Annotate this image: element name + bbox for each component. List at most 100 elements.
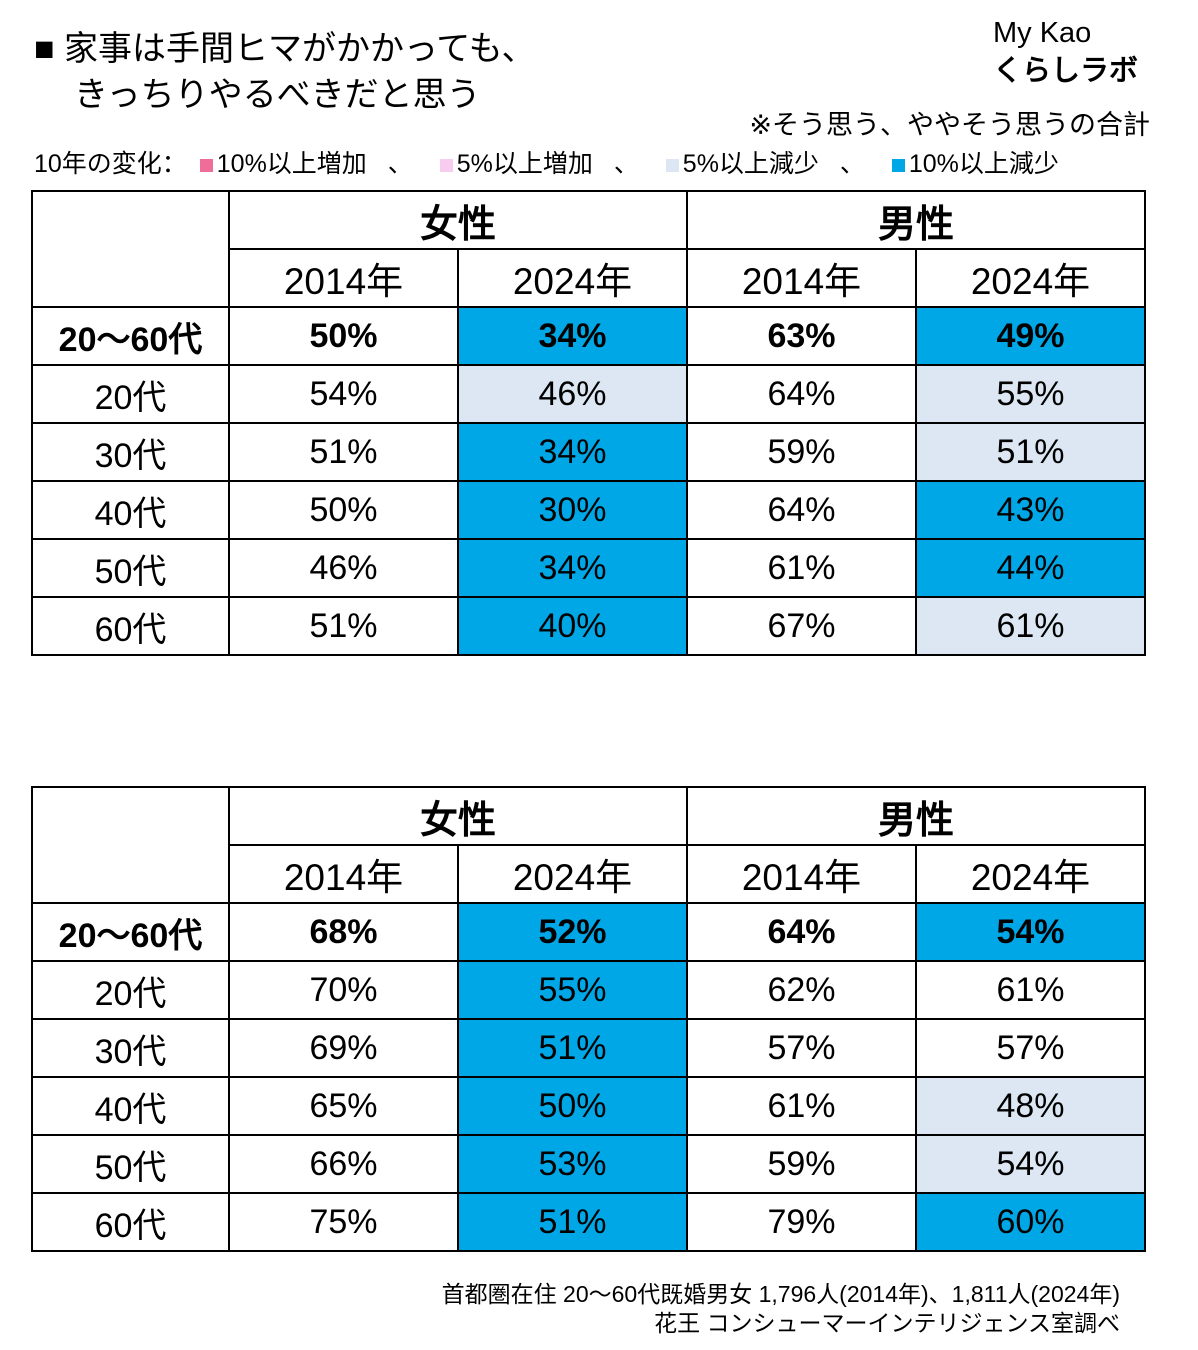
value-cell: 61% xyxy=(915,596,1147,656)
table-row: 40代 50% 30% 64% 43% xyxy=(31,480,1147,540)
value-cell: 51% xyxy=(456,1018,689,1078)
legend: 10年の変化： 10%以上増加 、 5%以上増加 、 5%以上減少 、 10%以… xyxy=(34,147,1174,181)
row-label: 20代 xyxy=(31,364,230,424)
value-cell: 55% xyxy=(915,364,1147,424)
group-header-female: 女性 xyxy=(227,190,689,250)
table-row: 60代 75% 51% 79% 60% xyxy=(31,1192,1147,1252)
value-cell: 64% xyxy=(686,364,918,424)
value-cell: 52% xyxy=(456,902,689,962)
year-header: 2014年 xyxy=(228,248,459,308)
legend-separator: 、 xyxy=(613,150,639,178)
value-cell: 50% xyxy=(456,1076,689,1136)
legend-item-increase-10: 10%以上増加 xyxy=(216,150,367,178)
row-label: 20～60代 xyxy=(31,306,230,366)
table-year-row: 2014年 2024年 2014年 2024年 xyxy=(32,844,1147,904)
value-cell: 59% xyxy=(686,1134,918,1194)
value-cell: 61% xyxy=(915,960,1147,1020)
table-row: 50代 46% 34% 61% 44% xyxy=(31,538,1147,598)
row-label: 40代 xyxy=(31,1076,230,1136)
row-label: 40代 xyxy=(31,480,230,540)
value-cell: 50% xyxy=(228,306,459,366)
value-cell: 70% xyxy=(228,960,459,1020)
value-cell: 51% xyxy=(228,422,459,482)
value-cell: 61% xyxy=(686,538,918,598)
logo-line-2: くらしラボ xyxy=(993,55,1139,87)
value-cell: 50% xyxy=(228,480,459,540)
year-header: 2024年 xyxy=(456,248,689,308)
value-cell: 49% xyxy=(915,306,1147,366)
value-cell: 54% xyxy=(915,902,1147,962)
row-label: 60代 xyxy=(31,1192,230,1252)
footer-line-1: 首都圏在住 20～60代既婚男女 1,796人(2014年)、1,811人(20… xyxy=(441,1281,1120,1307)
group-header-male: 男性 xyxy=(686,786,1147,846)
value-cell: 59% xyxy=(686,422,918,482)
page-title: ■ 家事は手間ヒマがかかっても、 きっちりやるべきだと思う xyxy=(34,26,536,118)
value-cell: 64% xyxy=(686,902,918,962)
value-cell: 51% xyxy=(456,1192,689,1252)
brand-logo: My Kao くらしラボ xyxy=(993,14,1153,90)
table-header-row: 女性 男性 xyxy=(31,786,1147,904)
value-cell: 40% xyxy=(456,596,689,656)
data-table-2: 女性 男性 2014年 2024年 2014年 2024年 20～60代 68% 5… xyxy=(31,786,1147,1252)
value-cell: 51% xyxy=(915,422,1147,482)
table-row: 20代 54% 46% 64% 55% xyxy=(31,364,1147,424)
year-header: 2024年 xyxy=(456,844,689,904)
row-label: 50代 xyxy=(31,538,230,598)
group-header-female: 女性 xyxy=(227,786,689,846)
value-cell: 68% xyxy=(228,902,459,962)
value-cell: 44% xyxy=(915,538,1147,598)
legend-swatch-decrease-10 xyxy=(891,158,905,172)
table-row: 40代 65% 50% 61% 48% xyxy=(31,1076,1147,1136)
row-label: 20代 xyxy=(31,960,230,1020)
data-table-1: 女性 男性 2014年 2024年 2014年 2024年 20～60代 50% 3… xyxy=(31,190,1147,656)
logo-line-1: My Kao xyxy=(993,17,1092,49)
year-header: 2024年 xyxy=(915,844,1147,904)
table-row: 60代 51% 40% 67% 61% xyxy=(31,596,1147,656)
row-label: 30代 xyxy=(31,422,230,482)
legend-swatch-increase-10 xyxy=(199,158,213,172)
survey-note: ※そう思う、ややそう思うの合計 xyxy=(749,110,1150,140)
footer-source: 首都圏在住 20～60代既婚男女 1,796人(2014年)、1,811人(20… xyxy=(442,1280,1120,1338)
value-cell: 63% xyxy=(686,306,918,366)
table-header-row: 女性 男性 xyxy=(31,190,1147,308)
value-cell: 34% xyxy=(456,538,689,598)
value-cell: 61% xyxy=(686,1076,918,1136)
year-header: 2014年 xyxy=(228,844,459,904)
row-label: 50代 xyxy=(31,1134,230,1194)
legend-label: 10年の変化： xyxy=(34,150,187,178)
year-header: 2024年 xyxy=(915,248,1147,308)
value-cell: 67% xyxy=(686,596,918,656)
legend-separator: 、 xyxy=(387,150,413,178)
value-cell: 30% xyxy=(456,480,689,540)
table-row: 50代 66% 53% 59% 54% xyxy=(31,1134,1147,1194)
legend-item-decrease-10: 10%以上減少 xyxy=(908,150,1059,178)
value-cell: 54% xyxy=(228,364,459,424)
row-label: 20～60代 xyxy=(31,902,230,962)
corner-cell xyxy=(31,190,230,308)
value-cell: 57% xyxy=(915,1018,1147,1078)
corner-cell xyxy=(31,786,230,904)
value-cell: 46% xyxy=(228,538,459,598)
row-label: 60代 xyxy=(31,596,230,656)
value-cell: 66% xyxy=(228,1134,459,1194)
table-row: 20～60代 68% 52% 64% 54% xyxy=(31,902,1147,962)
table-year-row: 2014年 2024年 2014年 2024年 xyxy=(32,248,1147,308)
value-cell: 79% xyxy=(686,1192,918,1252)
legend-item-decrease-5: 5%以上減少 xyxy=(682,150,819,178)
table-row: 30代 69% 51% 57% 57% xyxy=(31,1018,1147,1078)
year-header: 2014年 xyxy=(686,248,918,308)
table-row: 20代 70% 55% 62% 61% xyxy=(31,960,1147,1020)
value-cell: 65% xyxy=(228,1076,459,1136)
year-header: 2014年 xyxy=(686,844,918,904)
value-cell: 75% xyxy=(228,1192,459,1252)
row-label: 30代 xyxy=(31,1018,230,1078)
value-cell: 64% xyxy=(686,480,918,540)
footer-line-2: 花王 コンシューマーインテリジェンス室調べ xyxy=(654,1310,1120,1336)
value-cell: 60% xyxy=(915,1192,1147,1252)
legend-swatch-decrease-5 xyxy=(665,158,679,172)
table-row: 20～60代 50% 34% 63% 49% xyxy=(31,306,1147,366)
title-line-1: ■ 家事は手間ヒマがかかっても、 xyxy=(34,30,536,68)
value-cell: 54% xyxy=(915,1134,1147,1194)
value-cell: 53% xyxy=(456,1134,689,1194)
legend-item-increase-5: 5%以上増加 xyxy=(456,150,593,178)
